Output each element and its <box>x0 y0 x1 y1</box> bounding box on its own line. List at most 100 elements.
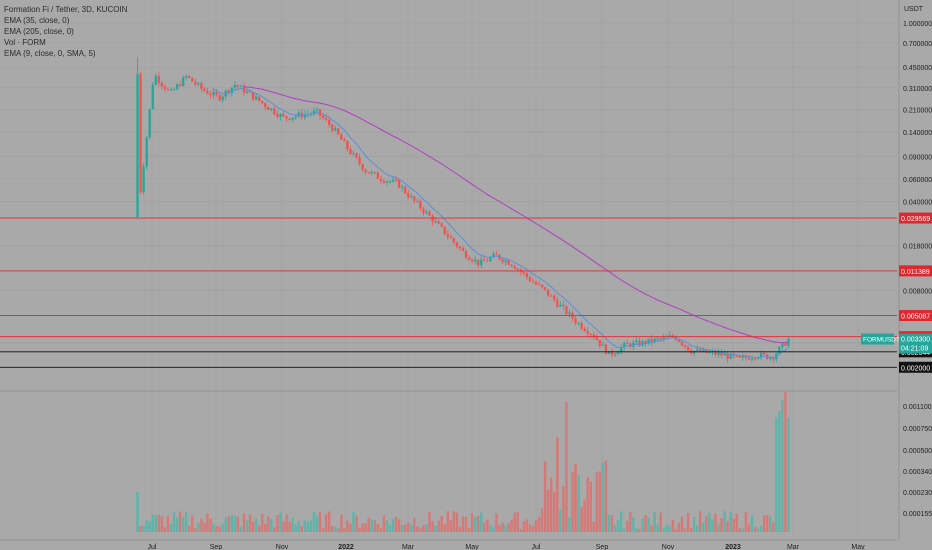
candle-body <box>145 137 148 167</box>
candle-body <box>644 340 647 344</box>
candle-body <box>726 353 729 359</box>
volume-bar <box>729 511 732 532</box>
candle-body <box>346 141 349 149</box>
volume-bar <box>288 521 291 532</box>
volume-bar <box>379 528 383 532</box>
volume-bar <box>470 513 474 532</box>
volume-bar <box>361 523 364 532</box>
candle-body <box>629 343 632 347</box>
volume-bar <box>711 519 714 532</box>
volume-bar <box>473 516 477 532</box>
volume-bar <box>452 511 456 532</box>
volume-bar <box>273 527 276 532</box>
candle-body <box>510 264 513 266</box>
candle-body <box>270 108 273 110</box>
price-tick-label: 0.040000 <box>903 199 932 206</box>
volume-bar <box>458 526 462 532</box>
candle-body <box>668 335 672 337</box>
candle-body <box>215 92 218 95</box>
candle-body <box>410 196 413 198</box>
candle-body <box>534 282 538 285</box>
candle-body <box>191 77 194 82</box>
time-tick-label: 2022 <box>338 544 354 550</box>
volume-bar <box>300 525 303 532</box>
volume-bar <box>394 516 398 532</box>
candle-body <box>178 84 182 86</box>
volume-bar <box>282 521 285 532</box>
candle-body <box>212 92 215 96</box>
candle-body <box>559 304 562 307</box>
candle-body <box>434 221 437 223</box>
volume-bar <box>513 512 516 532</box>
volume-bar <box>534 520 538 532</box>
price-tick-label: 0.018000 <box>903 244 932 251</box>
candle-body <box>732 353 735 356</box>
candle-body <box>550 295 553 297</box>
candle-body <box>656 338 659 340</box>
volume-bar <box>759 525 763 532</box>
price-tick-label: 0.140000 <box>903 130 932 137</box>
volume-tick-label: 0.000155 <box>903 511 932 518</box>
volume-bar <box>321 528 325 532</box>
volume-bar <box>674 528 678 532</box>
candle-body <box>373 172 376 174</box>
candle-body <box>589 333 592 335</box>
candle-body <box>282 114 285 117</box>
volume-bar <box>699 511 702 532</box>
volume-bar <box>583 499 586 532</box>
candle-body <box>264 103 267 108</box>
volume-bar <box>373 520 377 532</box>
volume-bar <box>756 528 760 532</box>
candle-body <box>446 234 449 237</box>
candle-body <box>683 345 687 347</box>
candle-body <box>358 157 361 164</box>
volume-bar <box>267 516 270 532</box>
volume-bar <box>437 520 440 532</box>
candle-body <box>428 211 431 216</box>
volume-bar <box>632 517 635 532</box>
candle-body <box>413 196 416 201</box>
volume-bar <box>626 520 629 532</box>
volume-bar <box>388 524 392 532</box>
volume-bar <box>248 514 252 532</box>
volume-bar <box>178 511 182 532</box>
candle-body <box>705 349 708 353</box>
volume-bar <box>285 514 288 532</box>
candle-body <box>720 352 723 356</box>
candle-body <box>604 344 608 354</box>
candle-body <box>723 353 726 356</box>
volume-bar <box>318 512 322 532</box>
candle-body <box>635 340 638 343</box>
candle-body <box>401 186 404 188</box>
volume-bar <box>735 513 738 532</box>
candle-body <box>528 277 532 282</box>
candle-body <box>233 84 237 88</box>
candle-body <box>769 357 772 360</box>
candle-body <box>303 114 306 118</box>
volume-bar <box>279 512 282 532</box>
volume-bar <box>702 522 705 532</box>
volume-bar <box>346 520 349 532</box>
volume-bar <box>750 515 754 532</box>
volume-bar <box>306 521 310 532</box>
volume-bar <box>772 522 775 532</box>
candle-body <box>781 343 784 347</box>
candle-body <box>236 84 240 87</box>
candle-body <box>531 281 535 283</box>
volume-bar <box>461 516 465 532</box>
time-tick-label: May <box>465 544 479 550</box>
candle-body <box>504 260 507 263</box>
candle-body <box>772 357 775 360</box>
candle-body <box>702 349 705 352</box>
volume-bar <box>303 520 307 532</box>
volume-bar <box>188 525 191 532</box>
volume-bar <box>476 515 480 532</box>
candle-body <box>404 186 407 194</box>
volume-bar <box>245 519 249 532</box>
candle-body <box>291 117 294 120</box>
symbol-badge: FORMUSDT <box>863 337 900 344</box>
volume-bar <box>775 417 778 532</box>
volume-bar <box>714 513 717 532</box>
volume-bar <box>680 516 684 532</box>
